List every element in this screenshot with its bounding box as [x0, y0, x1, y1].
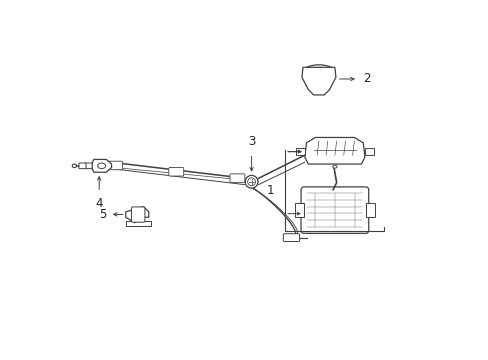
FancyBboxPatch shape — [229, 174, 244, 183]
Polygon shape — [364, 148, 373, 155]
Ellipse shape — [332, 165, 336, 168]
Text: 5: 5 — [99, 208, 106, 221]
FancyBboxPatch shape — [168, 167, 183, 176]
Polygon shape — [92, 159, 111, 172]
Bar — [125, 221, 150, 226]
Text: 2: 2 — [363, 72, 370, 85]
Text: 1: 1 — [266, 184, 274, 197]
Text: 4: 4 — [95, 197, 102, 210]
FancyBboxPatch shape — [107, 161, 122, 170]
Polygon shape — [125, 207, 148, 222]
FancyBboxPatch shape — [79, 163, 86, 168]
Polygon shape — [304, 138, 364, 164]
Ellipse shape — [72, 164, 76, 168]
Bar — [365, 203, 374, 217]
Ellipse shape — [98, 163, 105, 168]
Polygon shape — [301, 67, 335, 95]
FancyBboxPatch shape — [131, 207, 144, 222]
FancyBboxPatch shape — [85, 163, 92, 168]
Text: 3: 3 — [247, 135, 255, 148]
Polygon shape — [295, 148, 304, 155]
Ellipse shape — [244, 175, 258, 188]
FancyBboxPatch shape — [283, 234, 299, 242]
Ellipse shape — [247, 178, 255, 186]
FancyBboxPatch shape — [301, 187, 368, 233]
Bar — [294, 203, 303, 217]
